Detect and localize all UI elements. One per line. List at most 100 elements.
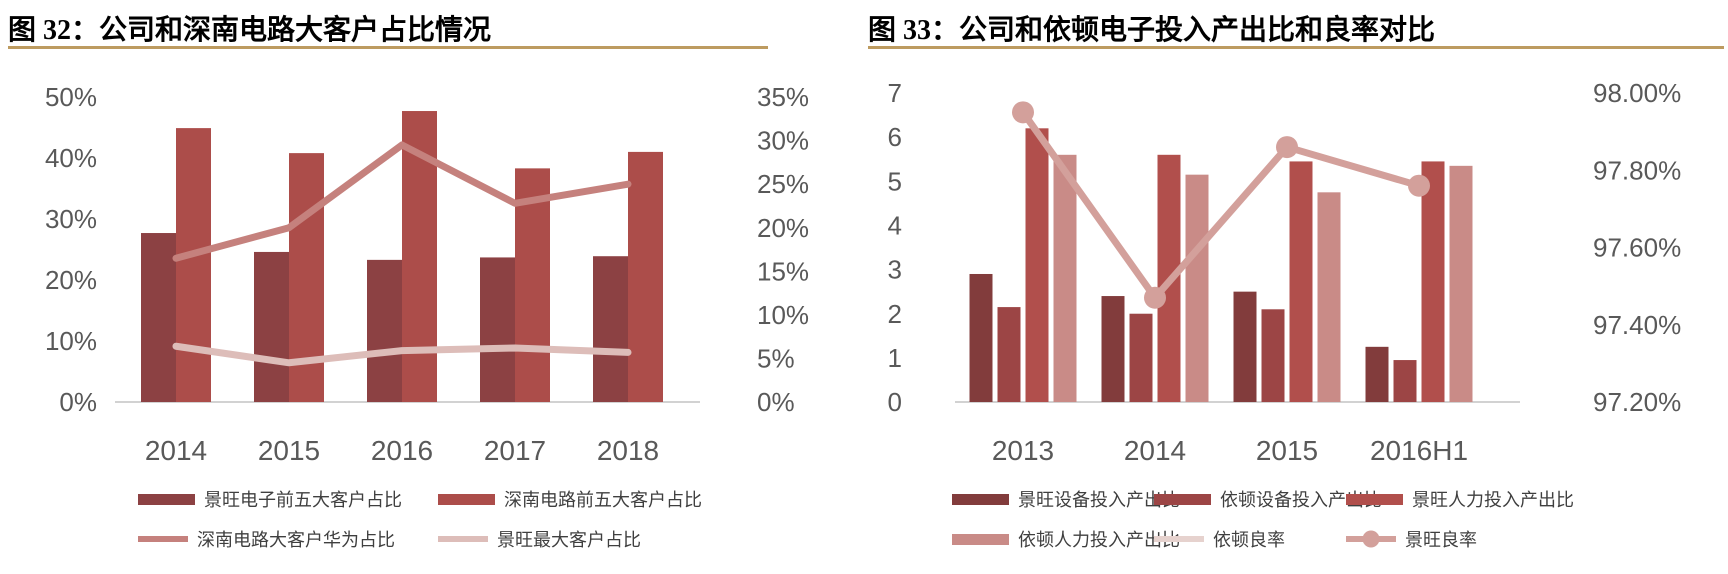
legend-bar-swatch (1154, 493, 1211, 505)
left-axis-tick-label: 5 (888, 166, 902, 196)
x-axis-category-label: 2015 (1256, 435, 1318, 466)
left-axis-tick-label: 1 (888, 343, 902, 373)
legend-item: 景旺良率 (1346, 528, 1552, 550)
bar (1101, 296, 1125, 402)
bar (969, 273, 993, 402)
bar (480, 257, 515, 402)
left-axis-tick-label: 10% (45, 326, 97, 356)
legend-label: 景旺电子前五大客户占比 (204, 490, 402, 510)
legend-label: 依顿设备投入产出比 (1220, 490, 1382, 510)
bar (1289, 161, 1313, 402)
data-point-marker (1144, 286, 1166, 309)
x-axis-category-label: 2016 (371, 435, 433, 466)
bar (367, 259, 402, 402)
x-axis-category-label: 2014 (145, 435, 207, 466)
legend-label: 景旺良率 (1405, 530, 1477, 550)
left-axis-tick-label: 4 (888, 211, 902, 241)
left-axis-tick-label: 0 (888, 387, 902, 417)
data-line (172, 141, 632, 262)
bar (628, 151, 663, 402)
right-axis-tick-label: 97.40% (1593, 310, 1681, 340)
right-axis-tick-label: 97.60% (1593, 233, 1681, 263)
data-point-marker (1012, 101, 1034, 124)
legend-item: 景旺设备投入产出比 (952, 488, 1180, 510)
bar (1421, 161, 1445, 402)
legend-line-swatch (1154, 536, 1204, 542)
bar (1365, 346, 1389, 402)
legend-item: 深南电路大客户华为占比 (138, 528, 438, 550)
x-axis-category-label: 2016H1 (1370, 435, 1468, 466)
right-axis-tick-label: 97.20% (1593, 387, 1681, 417)
right-axis-tick-label: 30% (757, 126, 809, 156)
left-axis-tick-label: 7 (888, 78, 902, 108)
bar (1053, 154, 1077, 402)
left-axis-tick-label: 0% (59, 387, 97, 417)
legend-label: 景旺最大客户占比 (497, 530, 641, 550)
chart-legend: 景旺电子前五大客户占比 深南电路前五大客户占比深南电路大客户华为占比 景旺最大客户占… (138, 488, 738, 550)
legend-bar-swatch (438, 493, 495, 505)
legend-label: 深南电路大客户华为占比 (197, 530, 395, 550)
io-ratio-yield-chart: 0 1 2 3 4 5 6 7 97.20% 97.40% 97.60% 97.80% 98.00% 20… (888, 78, 1682, 466)
legend-bar-swatch (1346, 493, 1403, 505)
figure-title: 图 32：公司和深南电路大客户占比情况 (8, 15, 492, 46)
data-point-marker (1408, 174, 1430, 197)
legend-item: 景旺最大客户占比 (438, 528, 738, 550)
legend-line-swatch (138, 536, 188, 542)
legend-label: 依顿人力投入产出比 (1018, 530, 1180, 550)
legend-label: 依顿良率 (1213, 530, 1285, 550)
legend-item: 依顿良率 (1154, 528, 1346, 550)
data-line (1019, 108, 1423, 302)
bar (1025, 128, 1049, 403)
bar (1449, 165, 1473, 402)
figure-title: 图 33：公司和依顿电子投入产出比和良率对比 (868, 15, 1436, 46)
bar (1261, 309, 1285, 402)
legend-label: 景旺设备投入产出比 (1018, 490, 1180, 510)
right-axis-tick-label: 5% (757, 344, 795, 374)
left-axis-tick-label: 40% (45, 143, 97, 173)
x-axis-category-label: 2015 (258, 435, 320, 466)
right-axis-tick-label: 97.80% (1593, 155, 1681, 185)
bar (254, 251, 289, 402)
right-axis-tick-label: 10% (757, 300, 809, 330)
left-axis-tick-label: 2 (888, 299, 902, 329)
legend-bar-swatch (952, 533, 1009, 545)
legend-item: 景旺电子前五大客户占比 (138, 488, 438, 510)
bar (1185, 174, 1209, 402)
figure-32: 图 32：公司和深南电路大客户占比情况 0% 10% 20% 30% 40% 50% 0% 5… (0, 0, 830, 574)
bar (1233, 291, 1257, 402)
bar (997, 307, 1021, 402)
title-underline (8, 46, 768, 49)
legend-label: 景旺人力投入产出比 (1412, 490, 1574, 510)
legend-marker-dot (1362, 530, 1380, 548)
left-axis-tick-label: 50% (45, 82, 97, 112)
right-axis-tick-label: 98.00% (1593, 78, 1681, 108)
bar (593, 256, 628, 402)
left-axis-tick-label: 30% (45, 204, 97, 234)
left-axis-tick-label: 6 (888, 122, 902, 152)
x-axis-category-label: 2013 (992, 435, 1054, 466)
bar (1129, 313, 1153, 402)
bar (515, 168, 550, 402)
data-point-marker (1276, 136, 1298, 159)
data-line (172, 342, 632, 367)
bar (1393, 360, 1417, 402)
figure-33: 图 33：公司和依顿电子投入产出比和良率对比 0 1 2 3 4 5 6 7 97.20% 97.… (860, 0, 1728, 574)
right-axis-tick-label: 0% (757, 387, 795, 417)
legend-item: 景旺人力投入产出比 (1346, 488, 1574, 510)
chart-legend: 景旺设备投入产出比 依顿设备投入产出比 景旺人力投入产出比依顿人力投入产出比 依顿良率… (952, 488, 1574, 550)
legend-item: 依顿人力投入产出比 (952, 528, 1180, 550)
right-axis-tick-label: 25% (757, 169, 809, 199)
customer-share-chart: 0% 10% 20% 30% 40% 50% 0% 5% 10% 15% 20% 25% 30% 35% 2… (45, 82, 809, 466)
right-axis-tick-label: 15% (757, 256, 809, 286)
title-underline (868, 46, 1724, 49)
legend-line-swatch (1346, 530, 1396, 548)
legend-item: 深南电路前五大客户占比 (438, 488, 738, 510)
legend-bar-swatch (952, 493, 1009, 505)
x-axis-category-label: 2017 (484, 435, 546, 466)
left-axis-tick-label: 20% (45, 265, 97, 295)
legend-line-swatch (438, 536, 488, 542)
x-axis-category-label: 2014 (1124, 435, 1186, 466)
left-axis-tick-label: 3 (888, 255, 902, 285)
legend-item: 依顿设备投入产出比 (1154, 488, 1382, 510)
x-axis-category-label: 2018 (597, 435, 659, 466)
